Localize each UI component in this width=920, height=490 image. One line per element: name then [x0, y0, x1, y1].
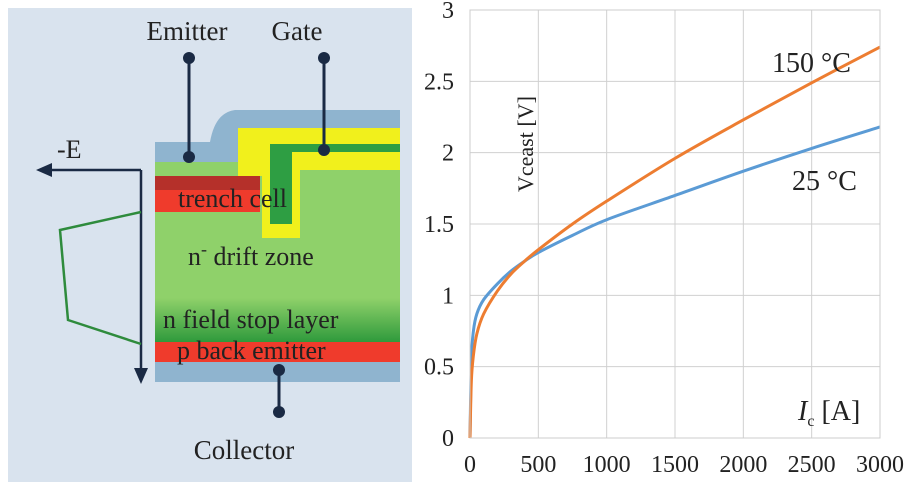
back-emitter-label: p back emitter: [177, 336, 326, 365]
series-label-150c: 150 °C: [772, 48, 851, 79]
chart-ticks: 0 500 1000 1500 2000 2500 3000 0 0.5 1 1.5 2 2.5 3: [424, 0, 904, 478]
gate-poly: [270, 144, 400, 224]
vce-vs-ic-chart: 0 500 1000 1500 2000 2500 3000 0 0.5 1 1.5 2 2.5 3 Vc…: [424, 0, 904, 478]
gate-terminal: [318, 52, 330, 64]
emitter-terminal: [183, 52, 195, 64]
collector-contact: [273, 364, 285, 376]
field-axis-down-arrow-icon: [134, 368, 148, 384]
collector-label: Collector: [194, 435, 294, 465]
gate-contact: [318, 144, 330, 156]
drift-zone-label: n- drift zone: [188, 239, 314, 271]
y-tick-label: 0.5: [424, 355, 454, 381]
y-axis-label: Vceast [V]: [513, 96, 538, 192]
y-tick-label: 1: [442, 283, 454, 309]
gate-label: Gate: [272, 16, 323, 46]
back-emitter-layer: [155, 342, 400, 362]
igbt-cross-section-panel: Emitter Gate Collector -E trench cell n-…: [0, 0, 420, 485]
y-tick-label: 1.5: [424, 212, 454, 238]
y-tick-label: 2.5: [424, 69, 454, 95]
field-stop-layer: [155, 298, 400, 342]
emitter-contact: [183, 151, 195, 163]
x-tick-label: 500: [520, 452, 556, 478]
collector-terminal: [273, 406, 285, 418]
x-tick-label: 1500: [651, 452, 699, 478]
plot-frame: [469, 9, 881, 439]
x-tick-label: 3000: [856, 452, 904, 478]
field-axis-label: -E: [57, 135, 82, 164]
emitter-label: Emitter: [147, 16, 228, 46]
x-tick-label: 0: [464, 452, 476, 478]
chart-series: [468, 45, 881, 439]
y-tick-label: 2: [442, 141, 454, 167]
electric-field-curve: [58, 210, 142, 346]
field-stop-label: n field stop layer: [163, 305, 339, 334]
x-tick-label: 2000: [719, 452, 767, 478]
y-tick-label: 3: [442, 0, 454, 24]
trench-cell-label: trench cell: [178, 184, 287, 213]
series-label-25c: 25 °C: [792, 166, 857, 197]
series-line-150c: [468, 45, 881, 439]
x-tick-label: 1000: [583, 452, 631, 478]
x-axis-label: Ic [A]: [797, 396, 860, 430]
y-tick-label: 0: [442, 426, 454, 452]
p-body-layer: [155, 176, 260, 190]
vce-vs-ic-chart-panel: 0 500 1000 1500 2000 2500 3000 0 0.5 1 1.5 2 2.5 3 Vc…: [420, 0, 920, 485]
trench-emitter-layer: [155, 190, 260, 212]
igbt-cross-section-diagram: Emitter Gate Collector -E trench cell n-…: [8, 8, 412, 482]
x-tick-label: 2500: [788, 452, 836, 478]
field-axis-left-arrow-icon: [36, 163, 52, 177]
